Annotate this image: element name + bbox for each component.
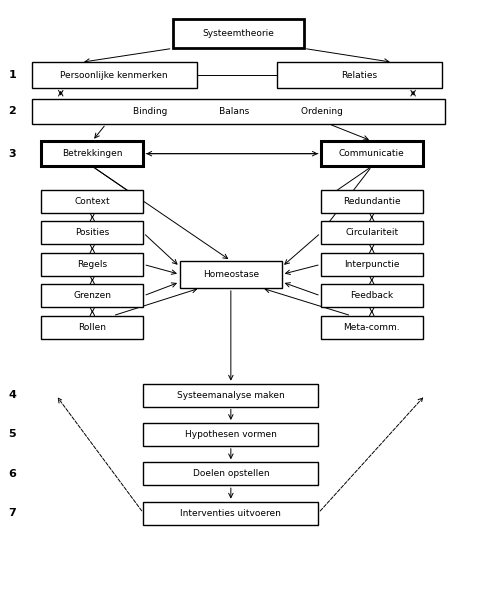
Text: Persoonlijke kenmerken: Persoonlijke kenmerken xyxy=(60,71,168,79)
Text: Interventies uitvoeren: Interventies uitvoeren xyxy=(180,509,281,517)
Text: Doelen opstellen: Doelen opstellen xyxy=(192,469,269,478)
Text: Relaties: Relaties xyxy=(342,71,378,79)
FancyBboxPatch shape xyxy=(321,253,423,276)
Text: Circulariteit: Circulariteit xyxy=(345,229,399,237)
Text: Systeemtheorie: Systeemtheorie xyxy=(202,30,274,38)
FancyBboxPatch shape xyxy=(41,190,143,213)
FancyBboxPatch shape xyxy=(143,384,318,407)
Text: 4: 4 xyxy=(8,390,16,400)
Text: Regels: Regels xyxy=(77,260,107,269)
Text: 3: 3 xyxy=(8,149,16,159)
FancyBboxPatch shape xyxy=(321,284,423,307)
Text: Feedback: Feedback xyxy=(350,292,393,300)
FancyBboxPatch shape xyxy=(143,423,318,446)
Text: 1: 1 xyxy=(8,70,16,80)
Text: 5: 5 xyxy=(8,430,16,439)
FancyBboxPatch shape xyxy=(321,141,423,166)
FancyBboxPatch shape xyxy=(321,190,423,213)
FancyBboxPatch shape xyxy=(277,62,442,88)
FancyBboxPatch shape xyxy=(143,462,318,485)
FancyBboxPatch shape xyxy=(32,62,197,88)
FancyBboxPatch shape xyxy=(41,253,143,276)
Text: Betrekkingen: Betrekkingen xyxy=(62,149,122,158)
FancyBboxPatch shape xyxy=(143,502,318,525)
Text: Communicatie: Communicatie xyxy=(339,149,405,158)
Text: 7: 7 xyxy=(8,508,16,518)
Text: Rollen: Rollen xyxy=(78,323,106,332)
Text: Hypothesen vormen: Hypothesen vormen xyxy=(185,430,277,439)
Text: Interpunctie: Interpunctie xyxy=(344,260,399,269)
Text: Meta-comm.: Meta-comm. xyxy=(344,323,400,332)
Text: 6: 6 xyxy=(8,469,16,479)
FancyBboxPatch shape xyxy=(41,141,143,166)
Text: Context: Context xyxy=(74,197,110,206)
FancyBboxPatch shape xyxy=(41,316,143,339)
Text: 2: 2 xyxy=(8,106,16,116)
Text: Binding                  Balans                  Ordening: Binding Balans Ordening xyxy=(133,107,343,116)
FancyBboxPatch shape xyxy=(41,221,143,244)
Text: Grenzen: Grenzen xyxy=(73,292,111,300)
FancyBboxPatch shape xyxy=(41,284,143,307)
FancyBboxPatch shape xyxy=(173,19,304,48)
Text: Redundantie: Redundantie xyxy=(343,197,400,206)
FancyBboxPatch shape xyxy=(180,261,282,288)
FancyBboxPatch shape xyxy=(321,316,423,339)
Text: Homeostase: Homeostase xyxy=(203,270,259,279)
Text: Systeemanalyse maken: Systeemanalyse maken xyxy=(177,391,285,399)
FancyBboxPatch shape xyxy=(321,221,423,244)
FancyBboxPatch shape xyxy=(32,99,445,124)
Text: Posities: Posities xyxy=(75,229,109,237)
